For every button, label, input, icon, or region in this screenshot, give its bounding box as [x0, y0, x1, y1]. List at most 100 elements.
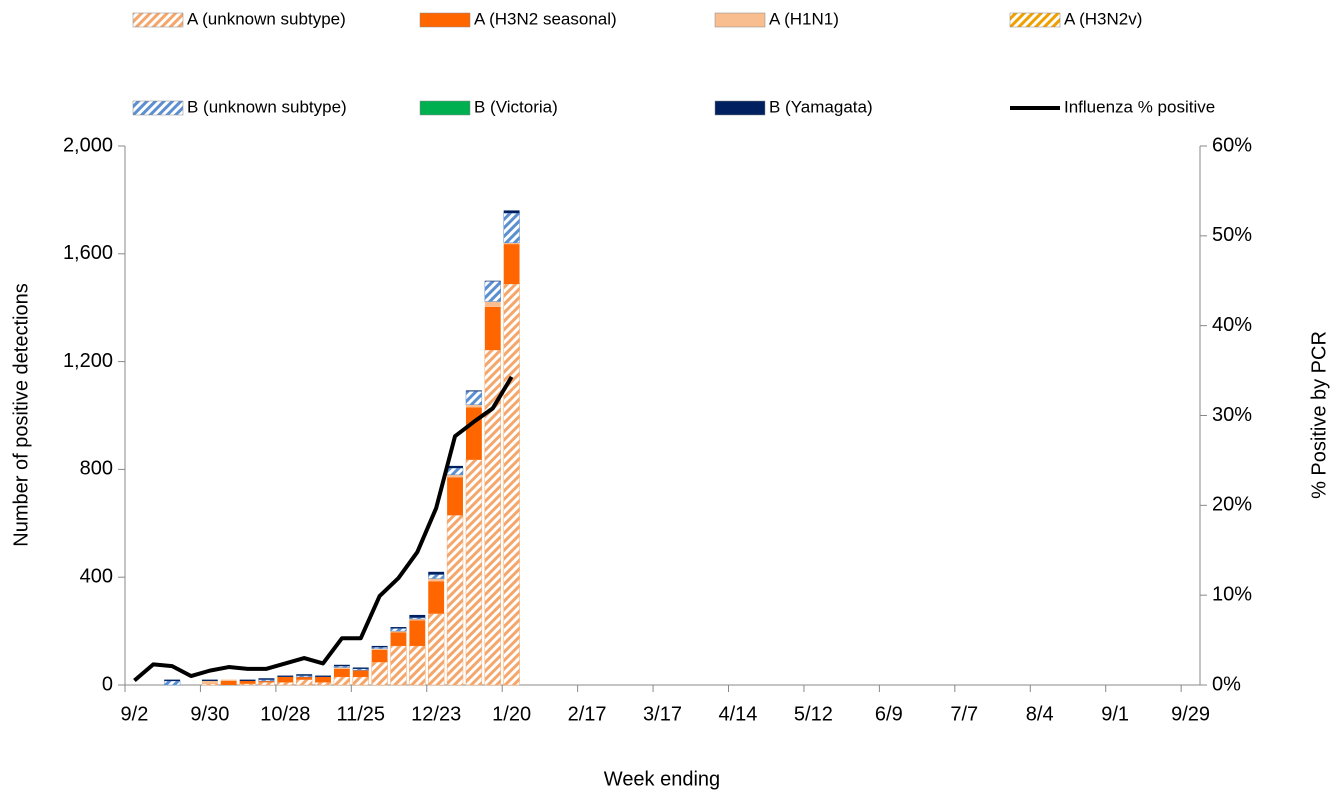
bar-segment [314, 682, 332, 686]
line-series [133, 375, 514, 683]
x-tick-label: 9/2 [121, 703, 149, 725]
bar-segment [503, 210, 520, 214]
legend-label: A (H1N1) [769, 9, 839, 28]
x-tick-label: 2/17 [568, 703, 607, 725]
bar-segment [390, 645, 407, 686]
y2-axis-title: % Positive by PCR [1308, 331, 1330, 499]
legend-swatch [419, 12, 471, 28]
y-tick-label: 400 [80, 565, 113, 587]
legend-label: A (H3N2v) [1064, 9, 1142, 28]
bar-segment [277, 676, 294, 683]
y2-tick-label: 50% [1212, 224, 1252, 246]
y-tick-label: 2,000 [63, 134, 113, 156]
x-tick-label: 9/1 [1101, 703, 1129, 725]
bar-segment [352, 676, 369, 686]
bar-segment [503, 242, 520, 245]
bar-segment [352, 668, 369, 671]
bar-segment [258, 680, 275, 683]
bar-segment [333, 664, 350, 667]
legend-label: B (unknown subtype) [187, 97, 347, 116]
y-tick-label: 1,600 [63, 242, 113, 264]
bar-segment [239, 680, 256, 684]
bar-segment [371, 648, 388, 650]
x-tick-label: 4/14 [718, 703, 757, 725]
bar-segment [296, 676, 313, 680]
bar-segment [295, 675, 313, 678]
bar-segment [352, 667, 369, 669]
legend-swatch [1009, 12, 1061, 28]
bar-segment [409, 618, 426, 621]
bar-segment [465, 404, 482, 408]
bar-segment [446, 467, 464, 476]
x-tick-label: 6/9 [875, 703, 903, 725]
bar-segment [371, 647, 388, 649]
bar-segment [220, 680, 237, 685]
bar-segment [447, 465, 463, 469]
bar-segment [409, 620, 426, 646]
x-tick-label: 12/23 [411, 703, 461, 725]
y2-tick-label: 60% [1212, 134, 1252, 156]
bar-segment [484, 280, 501, 282]
bar-segment [503, 283, 520, 686]
legend-swatch [132, 100, 184, 116]
bar-segment [447, 477, 463, 516]
bar-segment [333, 668, 350, 677]
bar-segment [315, 676, 331, 683]
legend-label: A (unknown subtype) [187, 9, 346, 28]
x-tick-label: 9/29 [1171, 703, 1210, 725]
x-tick-label: 3/17 [643, 703, 682, 725]
x-tick-label: 9/30 [190, 703, 229, 725]
bar-segment [409, 614, 426, 618]
bar-segment [371, 661, 388, 686]
bar-segment [371, 649, 388, 663]
bar-segment [295, 679, 313, 686]
legend-label: B (Victoria) [474, 97, 558, 116]
legend-swatch [419, 100, 471, 116]
legend-swatch [132, 12, 184, 28]
x-axis-title: Week ending [604, 768, 720, 790]
bar-segment [446, 514, 464, 686]
bar-segment [201, 683, 219, 686]
y2-tick-label: 20% [1212, 494, 1252, 516]
bar-segment [428, 581, 445, 614]
bar-segment [164, 679, 181, 681]
legend-label: Influenza % positive [1064, 97, 1215, 116]
bar-segment [484, 306, 501, 351]
bar-segment [484, 301, 501, 307]
x-tick-label: 7/7 [950, 703, 978, 725]
x-tick-label: 10/28 [260, 703, 310, 725]
bar-segment [239, 679, 256, 681]
y2-tick-label: 0% [1212, 673, 1241, 695]
bar-segment [201, 680, 218, 684]
x-tick-label: 11/25 [336, 703, 385, 725]
bar-segment [352, 670, 369, 677]
bar-segment [390, 628, 407, 632]
bar-segment [428, 571, 445, 575]
bar-segment [315, 675, 331, 677]
bar-segment [428, 578, 445, 582]
bar-segment [503, 244, 520, 284]
bar-segment [447, 474, 463, 478]
bar-segment [428, 574, 445, 579]
bar-segment [296, 674, 313, 676]
bar-segment [409, 617, 426, 620]
bar-segment [333, 667, 350, 669]
y-tick-label: 1,200 [63, 350, 113, 372]
y-axis-title: Number of positive detections [10, 283, 32, 546]
bar-segment [465, 407, 482, 460]
bar-segment [465, 459, 483, 686]
x-tick-label: 1/20 [492, 703, 531, 725]
y-tick-label: 800 [80, 458, 113, 480]
bar-segment [390, 631, 407, 633]
y-tick-label: 0 [102, 673, 113, 695]
legend-swatch [714, 100, 766, 116]
bar-segment [465, 390, 483, 405]
bar-segment [333, 676, 351, 686]
bar-segment [258, 679, 275, 682]
y2-tick-label: 10% [1212, 583, 1252, 605]
bar-segment [239, 683, 256, 686]
bar-segment [428, 613, 445, 686]
y2-tick-label: 40% [1212, 314, 1252, 336]
bar-segment [409, 645, 426, 686]
